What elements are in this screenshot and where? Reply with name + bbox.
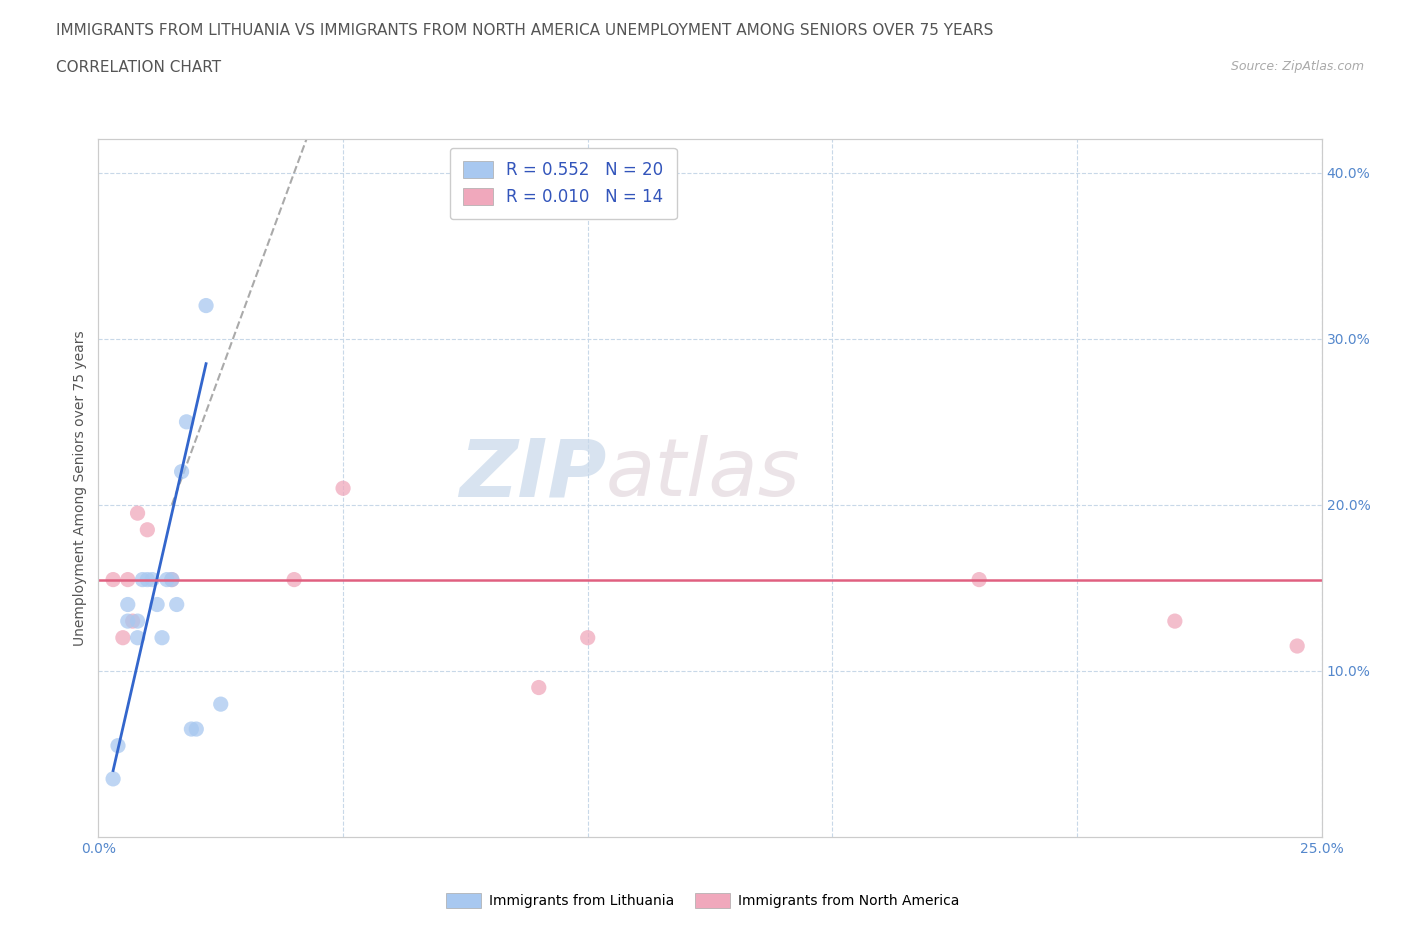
Point <box>967 572 990 587</box>
Point <box>195 299 218 313</box>
Point <box>121 614 143 629</box>
Point <box>101 572 124 587</box>
Point <box>117 614 139 629</box>
Text: atlas: atlas <box>606 435 801 513</box>
Point <box>136 572 159 587</box>
Point <box>166 597 188 612</box>
Point <box>283 572 305 587</box>
Text: CORRELATION CHART: CORRELATION CHART <box>56 60 221 75</box>
Y-axis label: Unemployment Among Seniors over 75 years: Unemployment Among Seniors over 75 years <box>73 330 87 646</box>
Point <box>1286 639 1309 654</box>
Point <box>186 722 208 737</box>
Point <box>107 738 129 753</box>
Point <box>527 680 550 695</box>
Point <box>576 631 599 645</box>
Point <box>156 572 179 587</box>
Point <box>117 597 139 612</box>
Point <box>136 523 159 538</box>
Legend: Immigrants from Lithuania, Immigrants from North America: Immigrants from Lithuania, Immigrants fr… <box>440 888 966 914</box>
Point <box>101 772 124 787</box>
Point <box>1164 614 1187 629</box>
Legend: R = 0.552   N = 20, R = 0.010   N = 14: R = 0.552 N = 20, R = 0.010 N = 14 <box>450 148 676 219</box>
Point <box>209 697 232 711</box>
Text: ZIP: ZIP <box>458 435 606 513</box>
Point <box>127 506 149 521</box>
Point <box>176 415 198 430</box>
Point <box>170 464 193 479</box>
Point <box>117 572 139 587</box>
Point <box>111 631 134 645</box>
Point <box>131 572 153 587</box>
Point <box>180 722 202 737</box>
Point <box>332 481 354 496</box>
Point <box>141 572 163 587</box>
Text: Source: ZipAtlas.com: Source: ZipAtlas.com <box>1230 60 1364 73</box>
Text: IMMIGRANTS FROM LITHUANIA VS IMMIGRANTS FROM NORTH AMERICA UNEMPLOYMENT AMONG SE: IMMIGRANTS FROM LITHUANIA VS IMMIGRANTS … <box>56 23 994 38</box>
Point <box>150 631 173 645</box>
Point <box>146 597 169 612</box>
Point <box>127 631 149 645</box>
Point <box>127 614 149 629</box>
Point <box>160 572 183 587</box>
Point <box>160 572 183 587</box>
